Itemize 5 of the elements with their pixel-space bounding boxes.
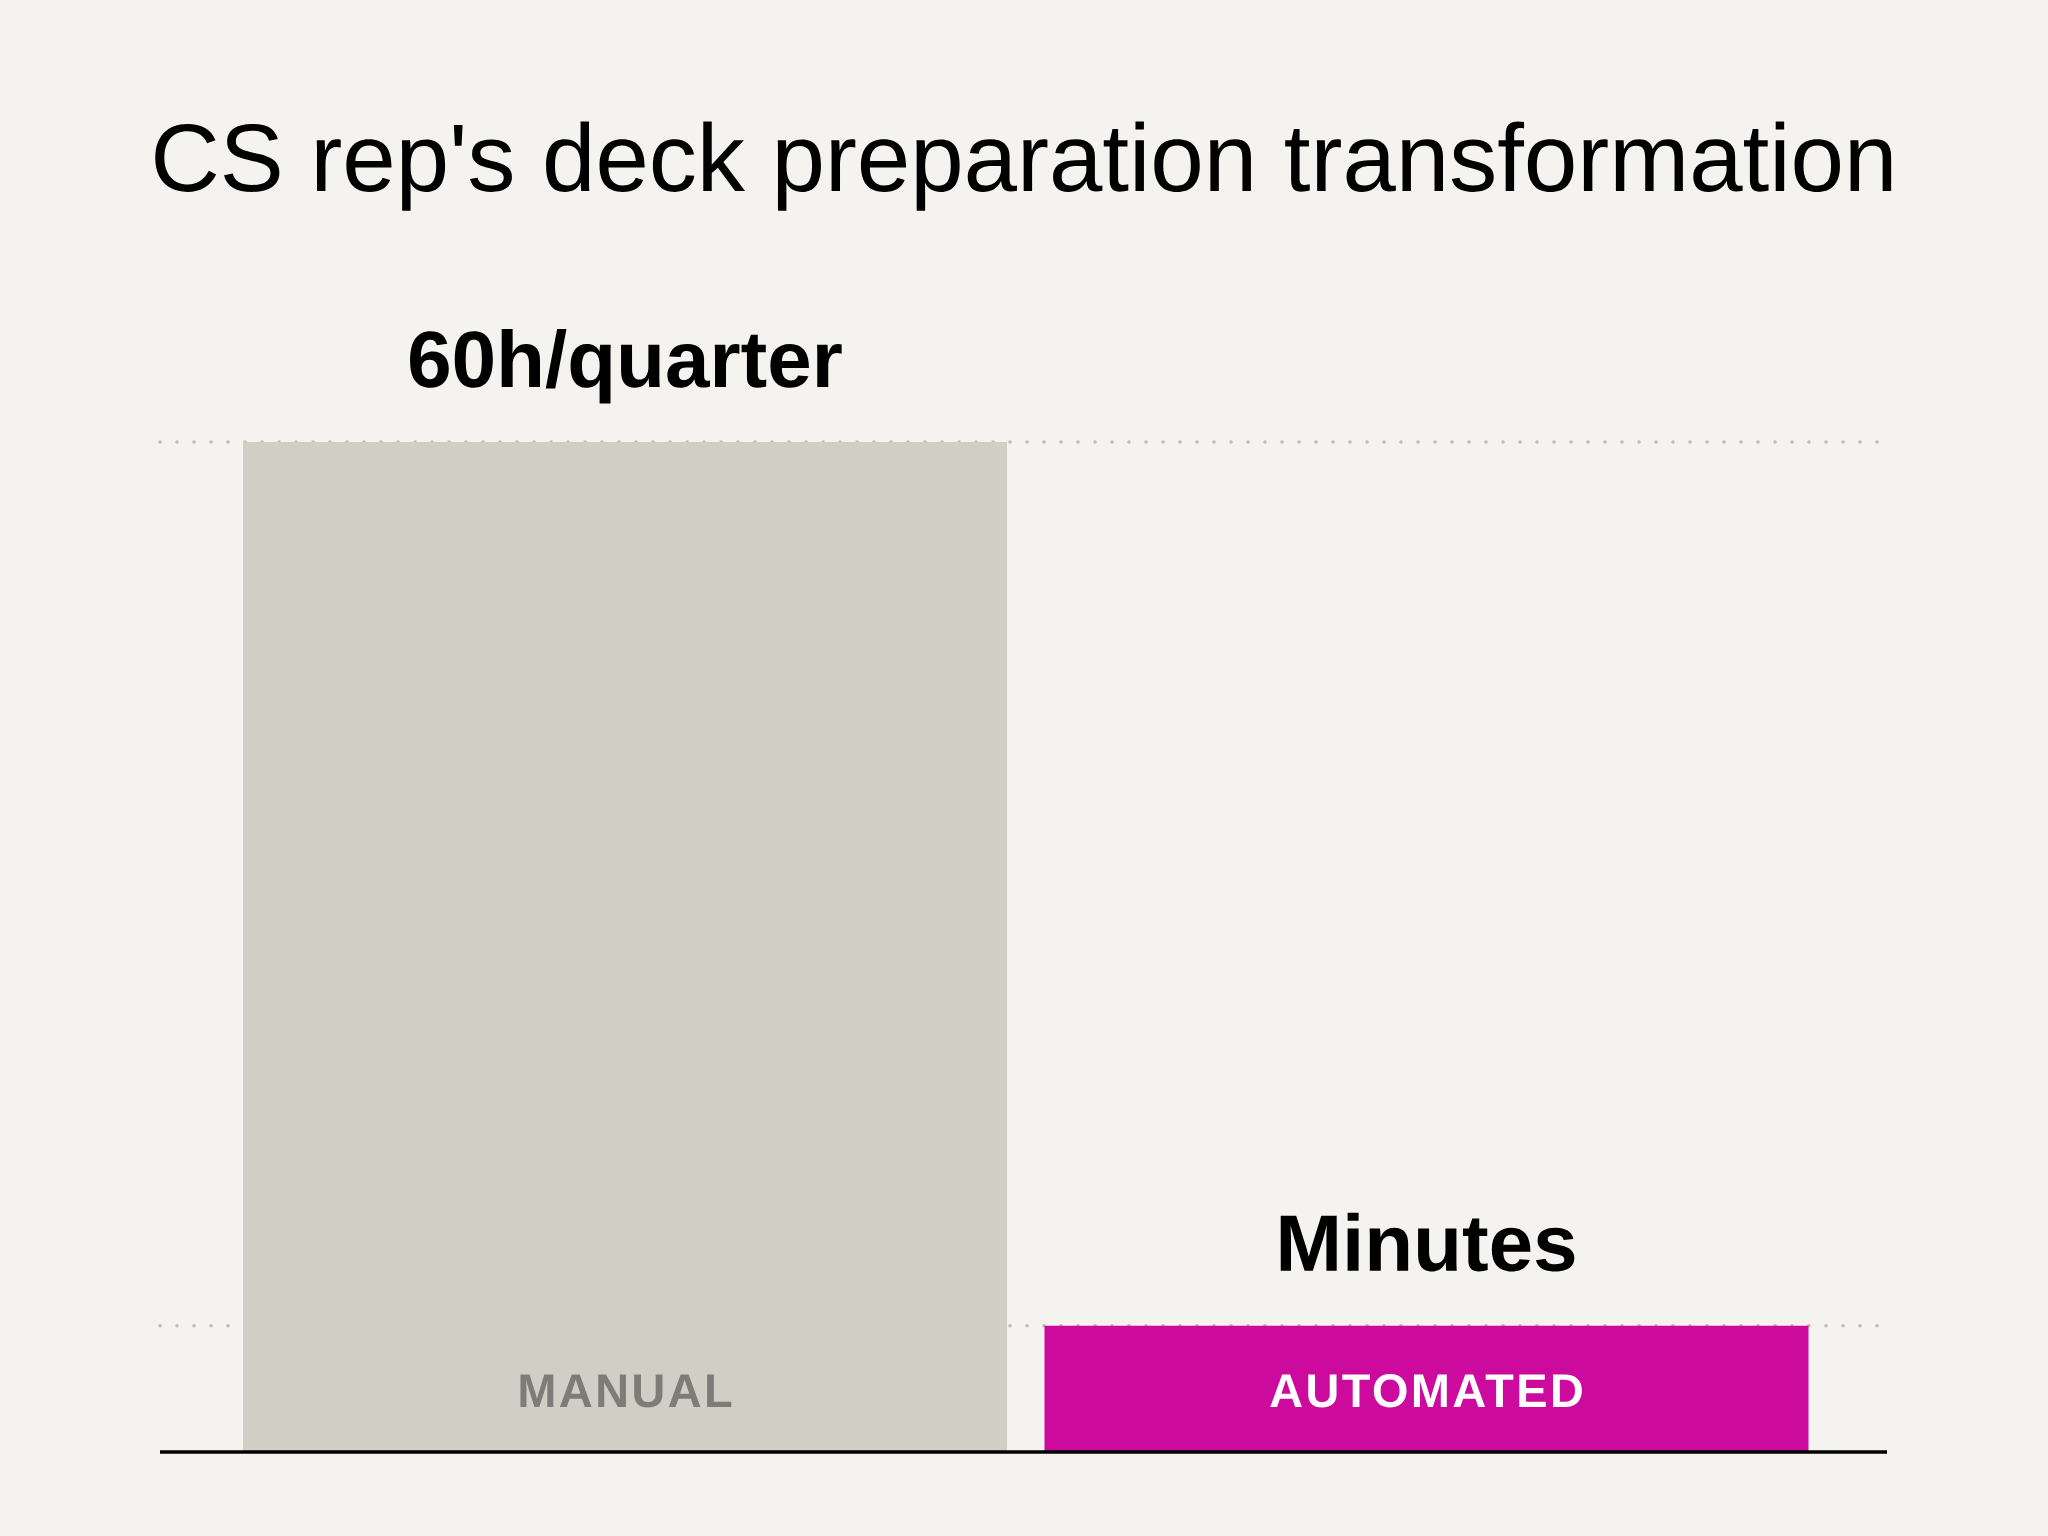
data-label: Minutes (1280, 1212, 1575, 1272)
chart-title: CS rep's deck preparation transformation (155, 121, 1892, 211)
data-label: 60h/quarter (410, 329, 842, 404)
x-tick-label: MANUAL (520, 1374, 732, 1408)
x-tick-label: AUTOMATED (1270, 1374, 1582, 1408)
